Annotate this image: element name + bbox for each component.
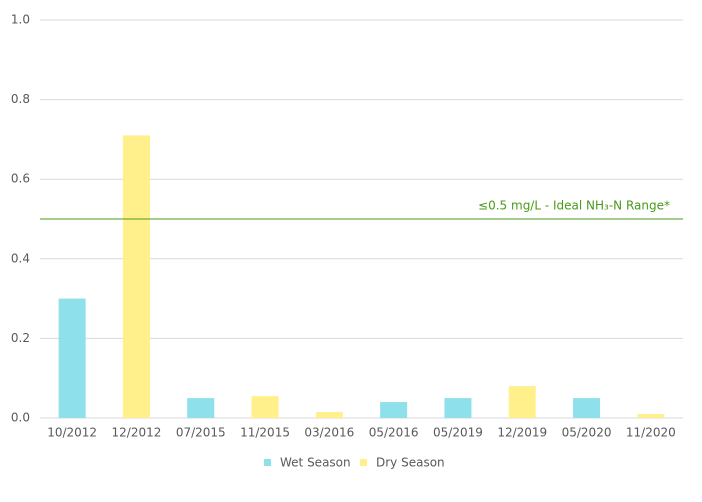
bar (251, 396, 279, 418)
legend-label: Dry Season (376, 456, 445, 470)
y-tick-label: 0.2 (11, 331, 30, 345)
x-tick-label: 07/2015 (176, 426, 226, 440)
bar (122, 135, 150, 419)
x-tick-label: 11/2015 (240, 426, 290, 440)
y-tick-label: 0.4 (11, 251, 30, 265)
y-tick-label: 0.6 (11, 172, 30, 186)
y-tick-label: 1.0 (11, 13, 30, 27)
x-tick-label: 05/2019 (433, 426, 483, 440)
legend-label: Wet Season (280, 456, 351, 470)
reference-label: ≤0.5 mg/L - Ideal NH₃-N Range* (478, 199, 670, 213)
bar (315, 412, 343, 418)
bar (58, 298, 86, 418)
legend-swatch (264, 459, 271, 466)
y-tick-label: 0.8 (11, 92, 30, 106)
x-tick-label: 11/2020 (626, 426, 676, 440)
x-tick-label: 05/2020 (562, 426, 612, 440)
x-tick-label: 12/2012 (112, 426, 162, 440)
bar (187, 398, 215, 418)
y-tick-label: 0.0 (11, 411, 30, 425)
bar (508, 386, 536, 418)
bar (573, 398, 601, 418)
x-tick-label: 05/2016 (369, 426, 419, 440)
x-tick-label: 12/2019 (497, 426, 547, 440)
bar (444, 398, 472, 418)
x-tick-label: 03/2016 (304, 426, 354, 440)
bar (637, 414, 665, 418)
legend-swatch (360, 459, 367, 466)
bar (380, 402, 408, 418)
x-tick-label: 10/2012 (47, 426, 97, 440)
